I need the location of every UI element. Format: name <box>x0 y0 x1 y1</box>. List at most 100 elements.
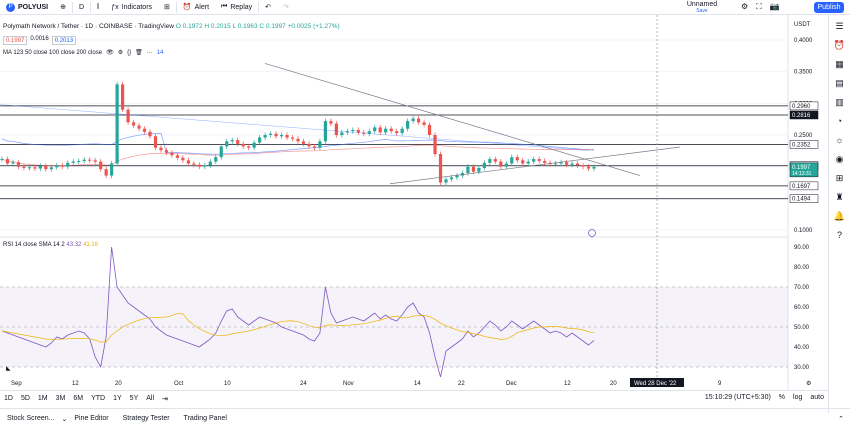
candle-body[interactable] <box>88 159 92 161</box>
candle-body[interactable] <box>252 142 256 148</box>
rsi-legend[interactable]: RSI 14 close SMA 14 2 43.32 41.16 <box>3 242 98 248</box>
candle-body[interactable] <box>312 146 317 148</box>
candle-body[interactable] <box>247 146 251 148</box>
candle-body[interactable] <box>170 152 174 156</box>
candle-body[interactable] <box>33 167 37 169</box>
candle-body[interactable] <box>570 163 574 165</box>
candle-body[interactable] <box>543 160 547 163</box>
candle-body[interactable] <box>356 129 360 133</box>
candle-body[interactable] <box>351 129 355 132</box>
candle-body[interactable] <box>55 165 59 168</box>
calc-icon[interactable]: ⊞ <box>835 172 844 183</box>
candle-body[interactable] <box>554 163 558 165</box>
candle-body[interactable] <box>384 128 388 133</box>
candle-body[interactable] <box>230 140 234 142</box>
candle-body[interactable] <box>0 159 4 161</box>
candle-body[interactable] <box>208 161 212 166</box>
candle-body[interactable] <box>82 159 86 161</box>
bid-price[interactable]: 0.1997 <box>3 36 28 45</box>
trendline-upper[interactable] <box>264 63 641 176</box>
candle-body[interactable] <box>427 124 432 135</box>
layout-name-button[interactable]: Unnamed Save <box>672 1 732 14</box>
candle-body[interactable] <box>586 166 591 169</box>
candle-body[interactable] <box>477 167 481 172</box>
watchlist-icon[interactable]: ☰ <box>835 20 844 31</box>
settings-icon[interactable]: ⚙ <box>741 2 749 11</box>
candle-body[interactable] <box>521 160 525 164</box>
candle-body[interactable] <box>537 159 541 161</box>
candle-body[interactable] <box>142 128 147 132</box>
candle-body[interactable] <box>131 122 136 126</box>
candle-body[interactable] <box>526 161 530 164</box>
more-icon[interactable]: ··· <box>146 49 153 56</box>
candle-body[interactable] <box>241 143 245 147</box>
save-link[interactable]: Save <box>696 8 708 14</box>
candle-body[interactable] <box>515 157 519 161</box>
candle-body[interactable] <box>340 132 344 135</box>
candle-body[interactable] <box>296 138 300 142</box>
streams-icon[interactable]: ◉ <box>835 153 844 164</box>
candle-body[interactable] <box>411 118 415 122</box>
tab-strategy-tester[interactable]: Strategy Tester <box>122 415 170 422</box>
candle-body[interactable] <box>5 159 10 164</box>
candle-body[interactable] <box>307 143 311 147</box>
candle-body[interactable] <box>225 141 229 147</box>
candle-body[interactable] <box>153 136 158 148</box>
alerts-icon[interactable]: ⏰ <box>833 39 846 50</box>
source-icon[interactable]: {} <box>127 49 132 56</box>
candle-body[interactable] <box>373 127 377 132</box>
candle-body[interactable] <box>203 165 207 167</box>
candle-body[interactable] <box>71 161 75 163</box>
candle-body[interactable] <box>455 175 459 178</box>
candle-body[interactable] <box>564 162 569 165</box>
ask-price[interactable]: 0.2013 <box>51 36 77 45</box>
candle-body[interactable] <box>449 177 454 180</box>
candle-body[interactable] <box>290 137 295 139</box>
alert-button[interactable]: ⏰ Alert <box>177 0 215 15</box>
candle-body[interactable] <box>186 160 190 164</box>
range-ytd[interactable]: YTD <box>91 395 106 402</box>
auto-toggle[interactable]: auto <box>810 394 824 401</box>
price-chart[interactable]: USDT0.40000.35000.30000.25000.20000.1500… <box>0 15 828 390</box>
candle-body[interactable] <box>268 133 273 135</box>
add-symbol-button[interactable]: ⊕ <box>54 0 72 15</box>
candle-body[interactable] <box>22 166 26 168</box>
tab-stock-screener[interactable]: Stock Screen... <box>7 415 55 422</box>
ma-legend[interactable]: MA 123 50 close 100 close 200 close 👁 ⚙ … <box>3 49 163 57</box>
event-marker[interactable] <box>588 229 596 237</box>
interval-button[interactable]: D <box>73 0 90 15</box>
candle-body[interactable] <box>110 163 114 176</box>
candle-body[interactable] <box>395 131 399 134</box>
candle-body[interactable] <box>504 163 508 167</box>
rsi-line[interactable] <box>1 246 595 378</box>
candle-body[interactable] <box>416 118 421 123</box>
candle-body[interactable] <box>400 128 404 134</box>
goto-date-icon[interactable]: ⇥ <box>162 395 168 403</box>
candle-body[interactable] <box>120 84 125 110</box>
candle-body[interactable] <box>471 166 476 172</box>
candle-body[interactable] <box>148 131 152 137</box>
hotlist-icon[interactable]: ♜ <box>835 191 844 202</box>
replay-button[interactable]: ⏮ Replay <box>215 0 258 15</box>
candle-body[interactable] <box>510 157 514 164</box>
candle-body[interactable] <box>482 162 486 168</box>
candle-body[interactable] <box>532 159 536 162</box>
candle-body[interactable] <box>159 147 163 151</box>
candle-body[interactable] <box>93 160 97 162</box>
candle-body[interactable] <box>49 167 53 170</box>
redo-button[interactable]: ↷ <box>277 0 295 15</box>
tab-trading-panel[interactable]: Trading Panel <box>183 415 227 422</box>
trendline-lower[interactable] <box>389 146 681 185</box>
candle-body[interactable] <box>389 128 393 132</box>
candle-body[interactable] <box>493 159 497 162</box>
candle-body[interactable] <box>367 131 371 134</box>
candle-body[interactable] <box>137 125 141 129</box>
candle-body[interactable] <box>406 121 410 129</box>
publish-button[interactable]: Publish <box>814 2 844 13</box>
candle-body[interactable] <box>258 137 262 143</box>
calendar-icon[interactable]: ▥ <box>835 96 844 107</box>
candle-body[interactable] <box>236 140 240 144</box>
range-5d[interactable]: 5D <box>20 395 30 402</box>
candle-body[interactable] <box>444 179 448 183</box>
candle-body[interactable] <box>274 133 278 137</box>
